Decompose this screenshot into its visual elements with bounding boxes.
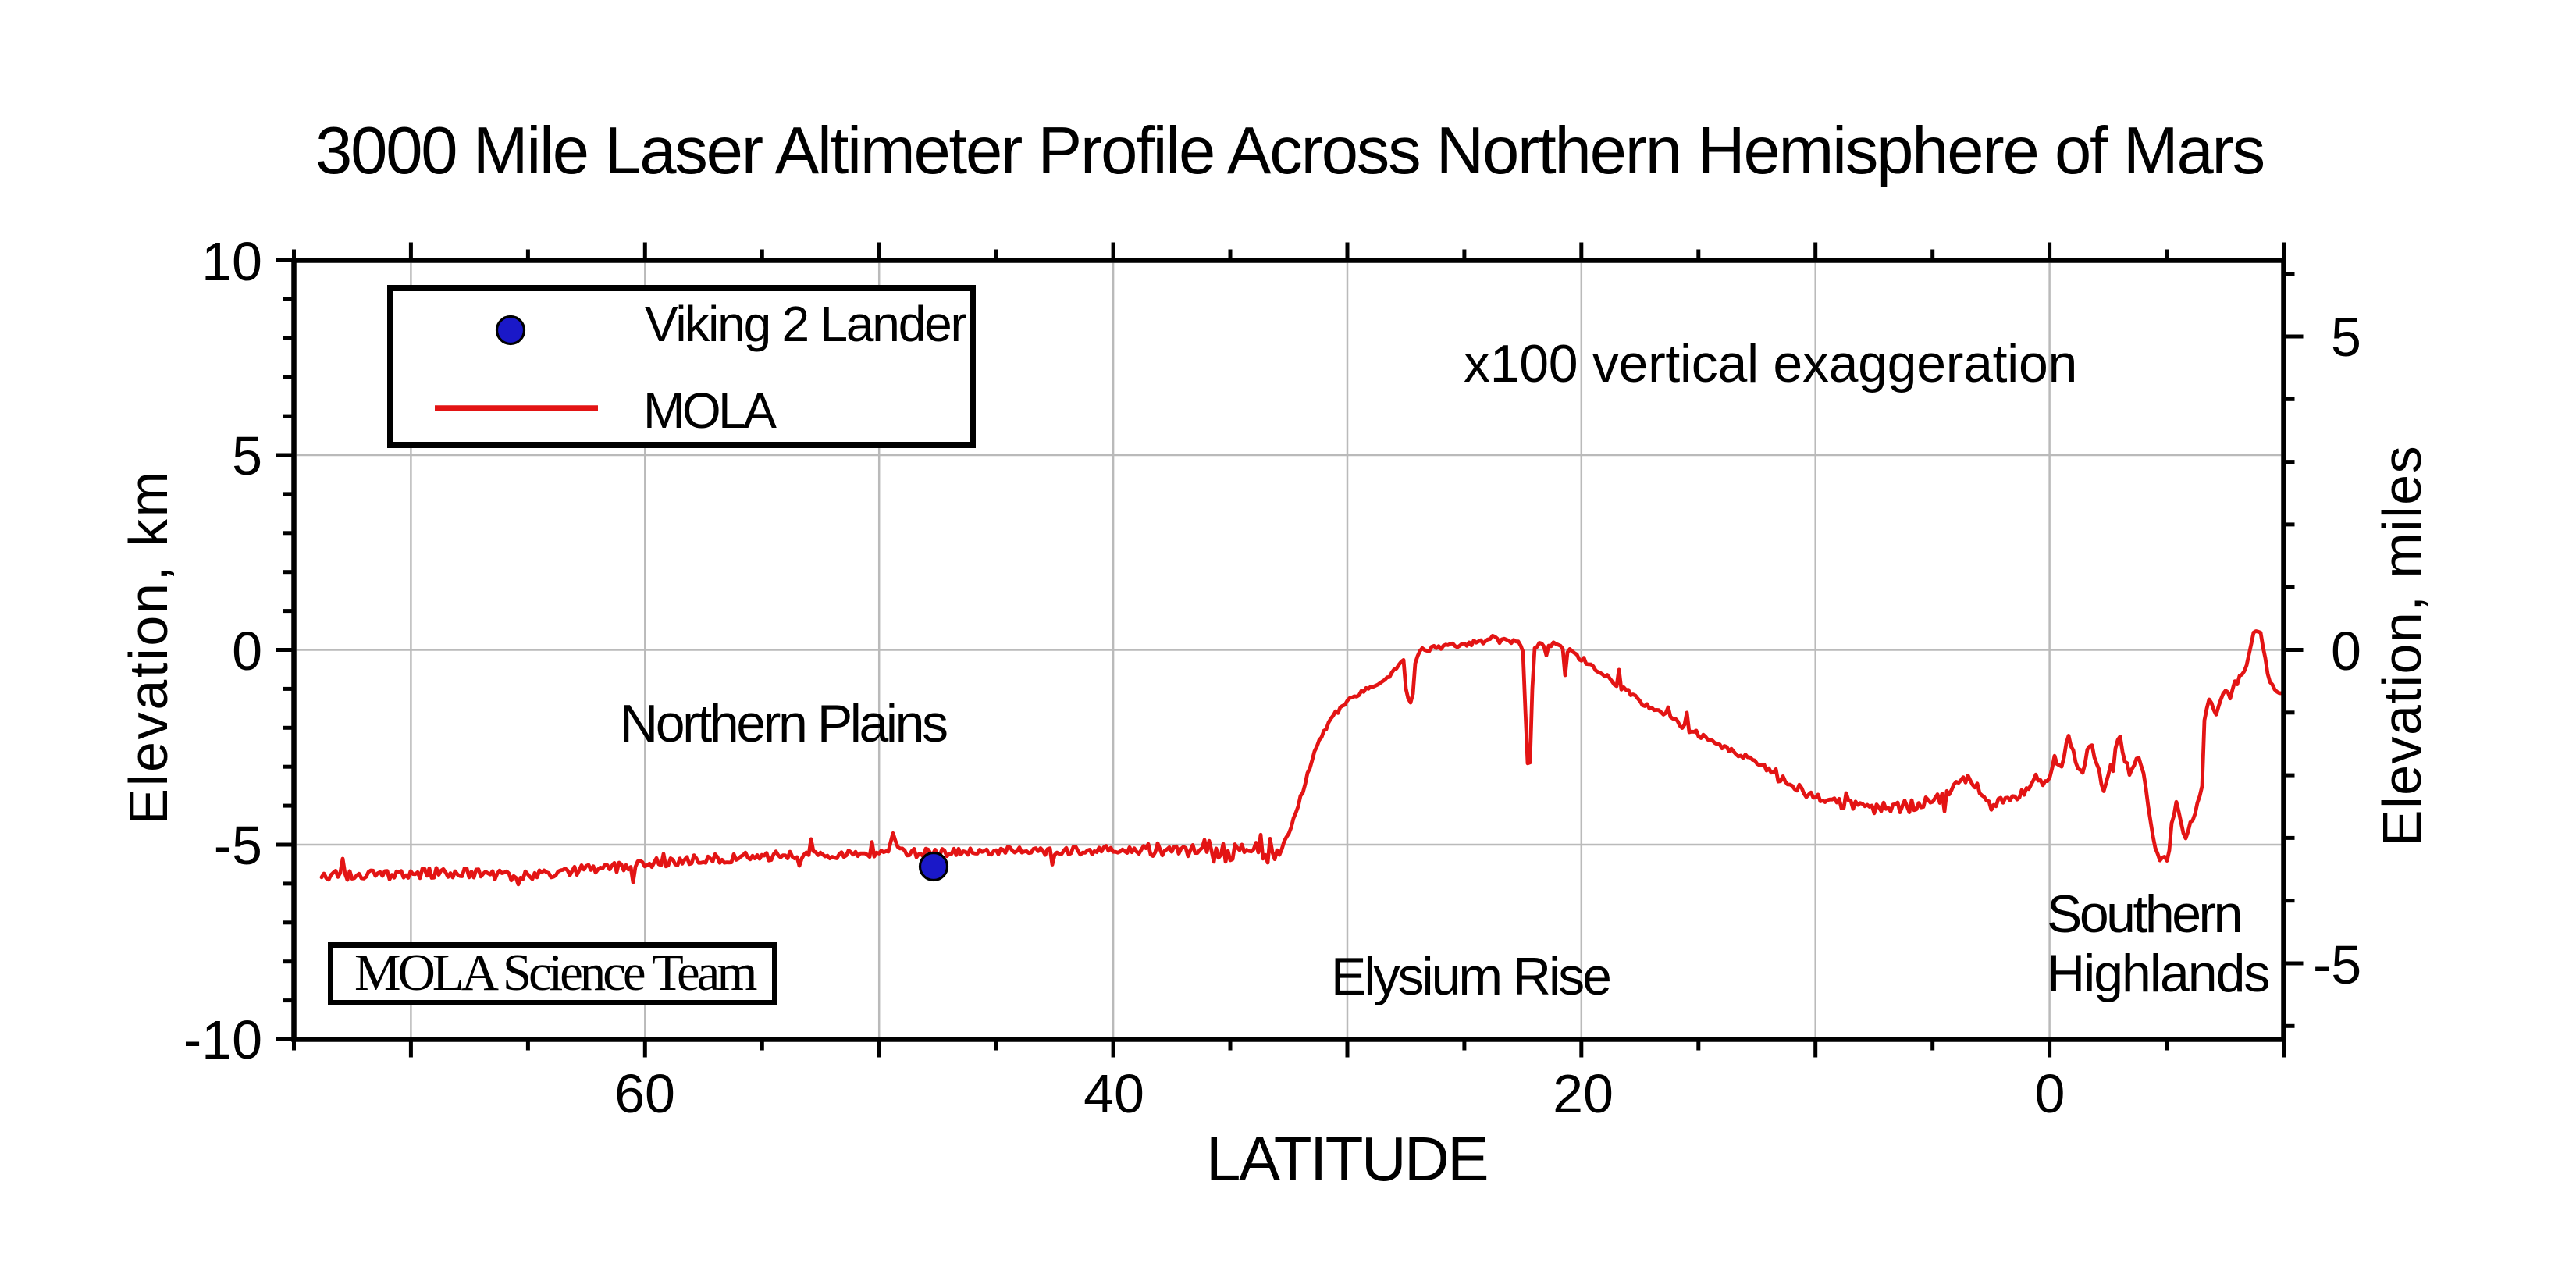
svg-text:Highlands: Highlands (2047, 944, 2268, 1003)
svg-text:MOLA Science Team: MOLA Science Team (354, 944, 757, 1002)
svg-text:Elevation, miles: Elevation, miles (2371, 445, 2432, 846)
svg-text:10: 10 (201, 231, 262, 292)
svg-text:60: 60 (614, 1063, 675, 1124)
svg-text:40: 40 (1083, 1063, 1144, 1124)
svg-text:5: 5 (2331, 307, 2361, 368)
svg-text:0: 0 (2331, 621, 2361, 681)
svg-text:0: 0 (232, 621, 262, 681)
svg-text:x100 vertical exaggeration: x100 vertical exaggeration (1464, 334, 2077, 393)
svg-text:3000 Mile Laser Altimeter Prof: 3000 Mile Laser Altimeter Profile Across… (315, 114, 2264, 188)
svg-text:0: 0 (2035, 1063, 2065, 1124)
svg-text:Northern Plains: Northern Plains (620, 694, 947, 753)
svg-text:-10: -10 (183, 1009, 262, 1070)
svg-text:20: 20 (1553, 1063, 1614, 1124)
svg-text:5: 5 (232, 425, 262, 486)
svg-text:LATITUDE: LATITUDE (1206, 1124, 1487, 1194)
svg-text:Elevation, km: Elevation, km (118, 469, 179, 824)
svg-text:Southern: Southern (2047, 884, 2240, 944)
svg-text:Elysium Rise: Elysium Rise (1331, 947, 1610, 1006)
svg-text:Viking 2 Lander: Viking 2 Lander (645, 296, 966, 352)
svg-text:-5: -5 (214, 815, 262, 876)
svg-text:MOLA: MOLA (643, 383, 777, 439)
svg-text:-5: -5 (2313, 934, 2361, 995)
